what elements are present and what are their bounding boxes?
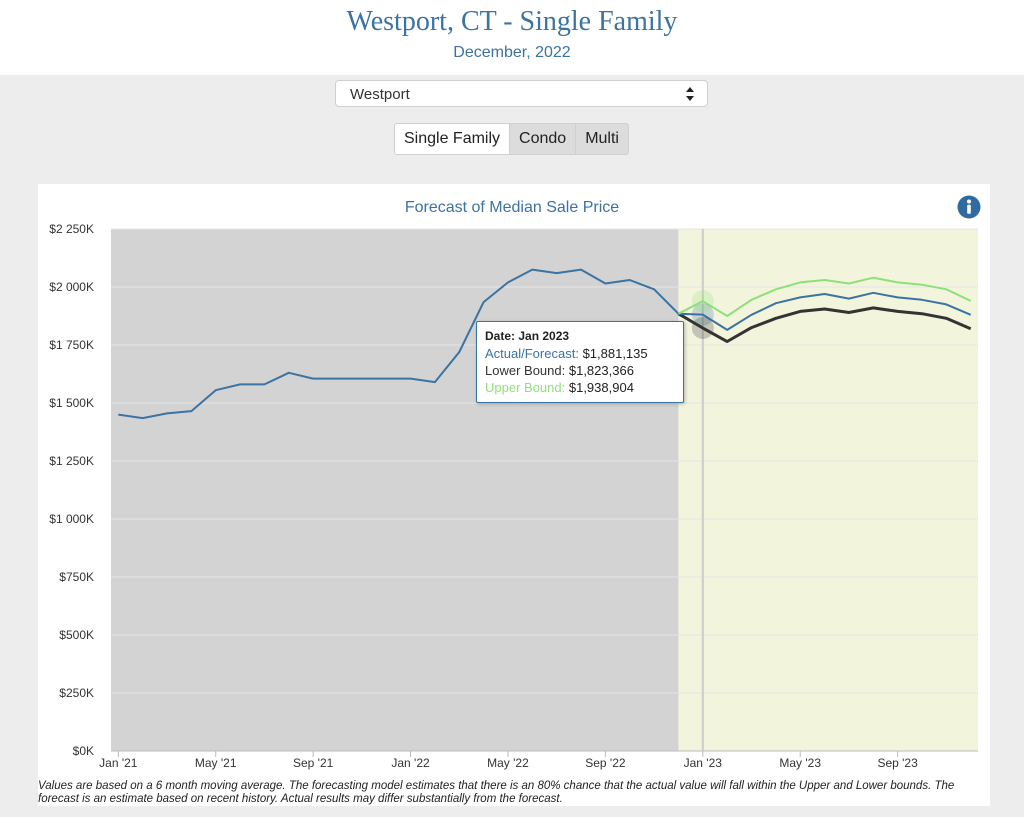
tooltip-date: Date: Jan 2023: [485, 329, 570, 343]
x-tick-label: Jan '22: [391, 756, 430, 770]
tooltip-upper-label: Upper Bound:: [485, 380, 566, 395]
y-tick-label: $500K: [59, 628, 94, 642]
lower-bound-line: [677, 306, 972, 343]
hover-halo: [691, 303, 714, 326]
chart-title: Forecast of Median Sale Price: [404, 199, 620, 216]
y-tick-label: $750K: [59, 570, 94, 584]
page-subtitle: December, 2022: [453, 44, 571, 61]
tooltip-upper-row: Upper Bound: $1,938,904: [485, 379, 675, 396]
tooltip-actual-label: Actual/Forecast:: [485, 346, 579, 361]
x-tick-label: May '22: [487, 756, 529, 770]
hover-halo: [691, 316, 714, 339]
y-tick-label: $0K: [73, 744, 94, 758]
x-tick-label: May '21: [195, 756, 237, 770]
tab-multi[interactable]: Multi: [575, 124, 628, 154]
x-tick-label: Jan '21: [99, 756, 138, 770]
tooltip-lower-value: $1,823,366: [568, 363, 634, 378]
x-tick-label: Sep '22: [585, 756, 626, 770]
tooltip-lower-label: Lower Bound:: [485, 363, 566, 378]
tooltip-lower-row: Lower Bound: $1,823,366: [485, 362, 675, 379]
x-tick-label: Jan '23: [684, 756, 723, 770]
x-tick-label: Sep '21: [293, 756, 334, 770]
y-tick-label: $250K: [59, 686, 94, 700]
property-type-toggle: Single Family Condo Multi: [394, 123, 629, 155]
tooltip-actual-row: Actual/Forecast: $1,881,135: [485, 345, 675, 362]
sort-arrows-icon: [686, 87, 694, 101]
y-tick-label: $1 750K: [49, 338, 94, 352]
page-title: Westport, CT - Single Family: [346, 6, 678, 37]
y-tick-label: $2 250K: [49, 222, 94, 236]
hover-halo: [691, 290, 714, 313]
tooltip-upper-value: $1,938,904: [568, 380, 634, 395]
tab-condo[interactable]: Condo: [509, 124, 575, 154]
actual-forecast-line: [118, 268, 972, 420]
page-header: Westport, CT - Single Family December, 2…: [0, 0, 1024, 75]
chart-tooltip: Date: Jan 2023 Actual/Forecast: $1,881,1…: [476, 321, 684, 403]
x-tick-label: Sep '23: [877, 756, 918, 770]
forecast-region: [678, 229, 978, 751]
y-tick-label: $2 000K: [49, 280, 94, 294]
y-tick-label: $1 500K: [49, 396, 94, 410]
chart-footnote: Values are based on a 6 month moving ave…: [38, 780, 955, 805]
upper-bound-line: [677, 276, 972, 317]
y-tick-label: $1 250K: [49, 454, 94, 468]
tab-single-family[interactable]: Single Family: [395, 124, 510, 154]
location-select-value: Westport: [350, 86, 410, 103]
y-tick-label: $1 000K: [49, 512, 94, 526]
location-select[interactable]: Westport: [335, 80, 708, 107]
history-region: [111, 229, 679, 751]
x-tick-label: May '23: [779, 756, 821, 770]
info-icon[interactable]: [957, 195, 981, 219]
tooltip-actual-value: $1,881,135: [582, 346, 648, 361]
